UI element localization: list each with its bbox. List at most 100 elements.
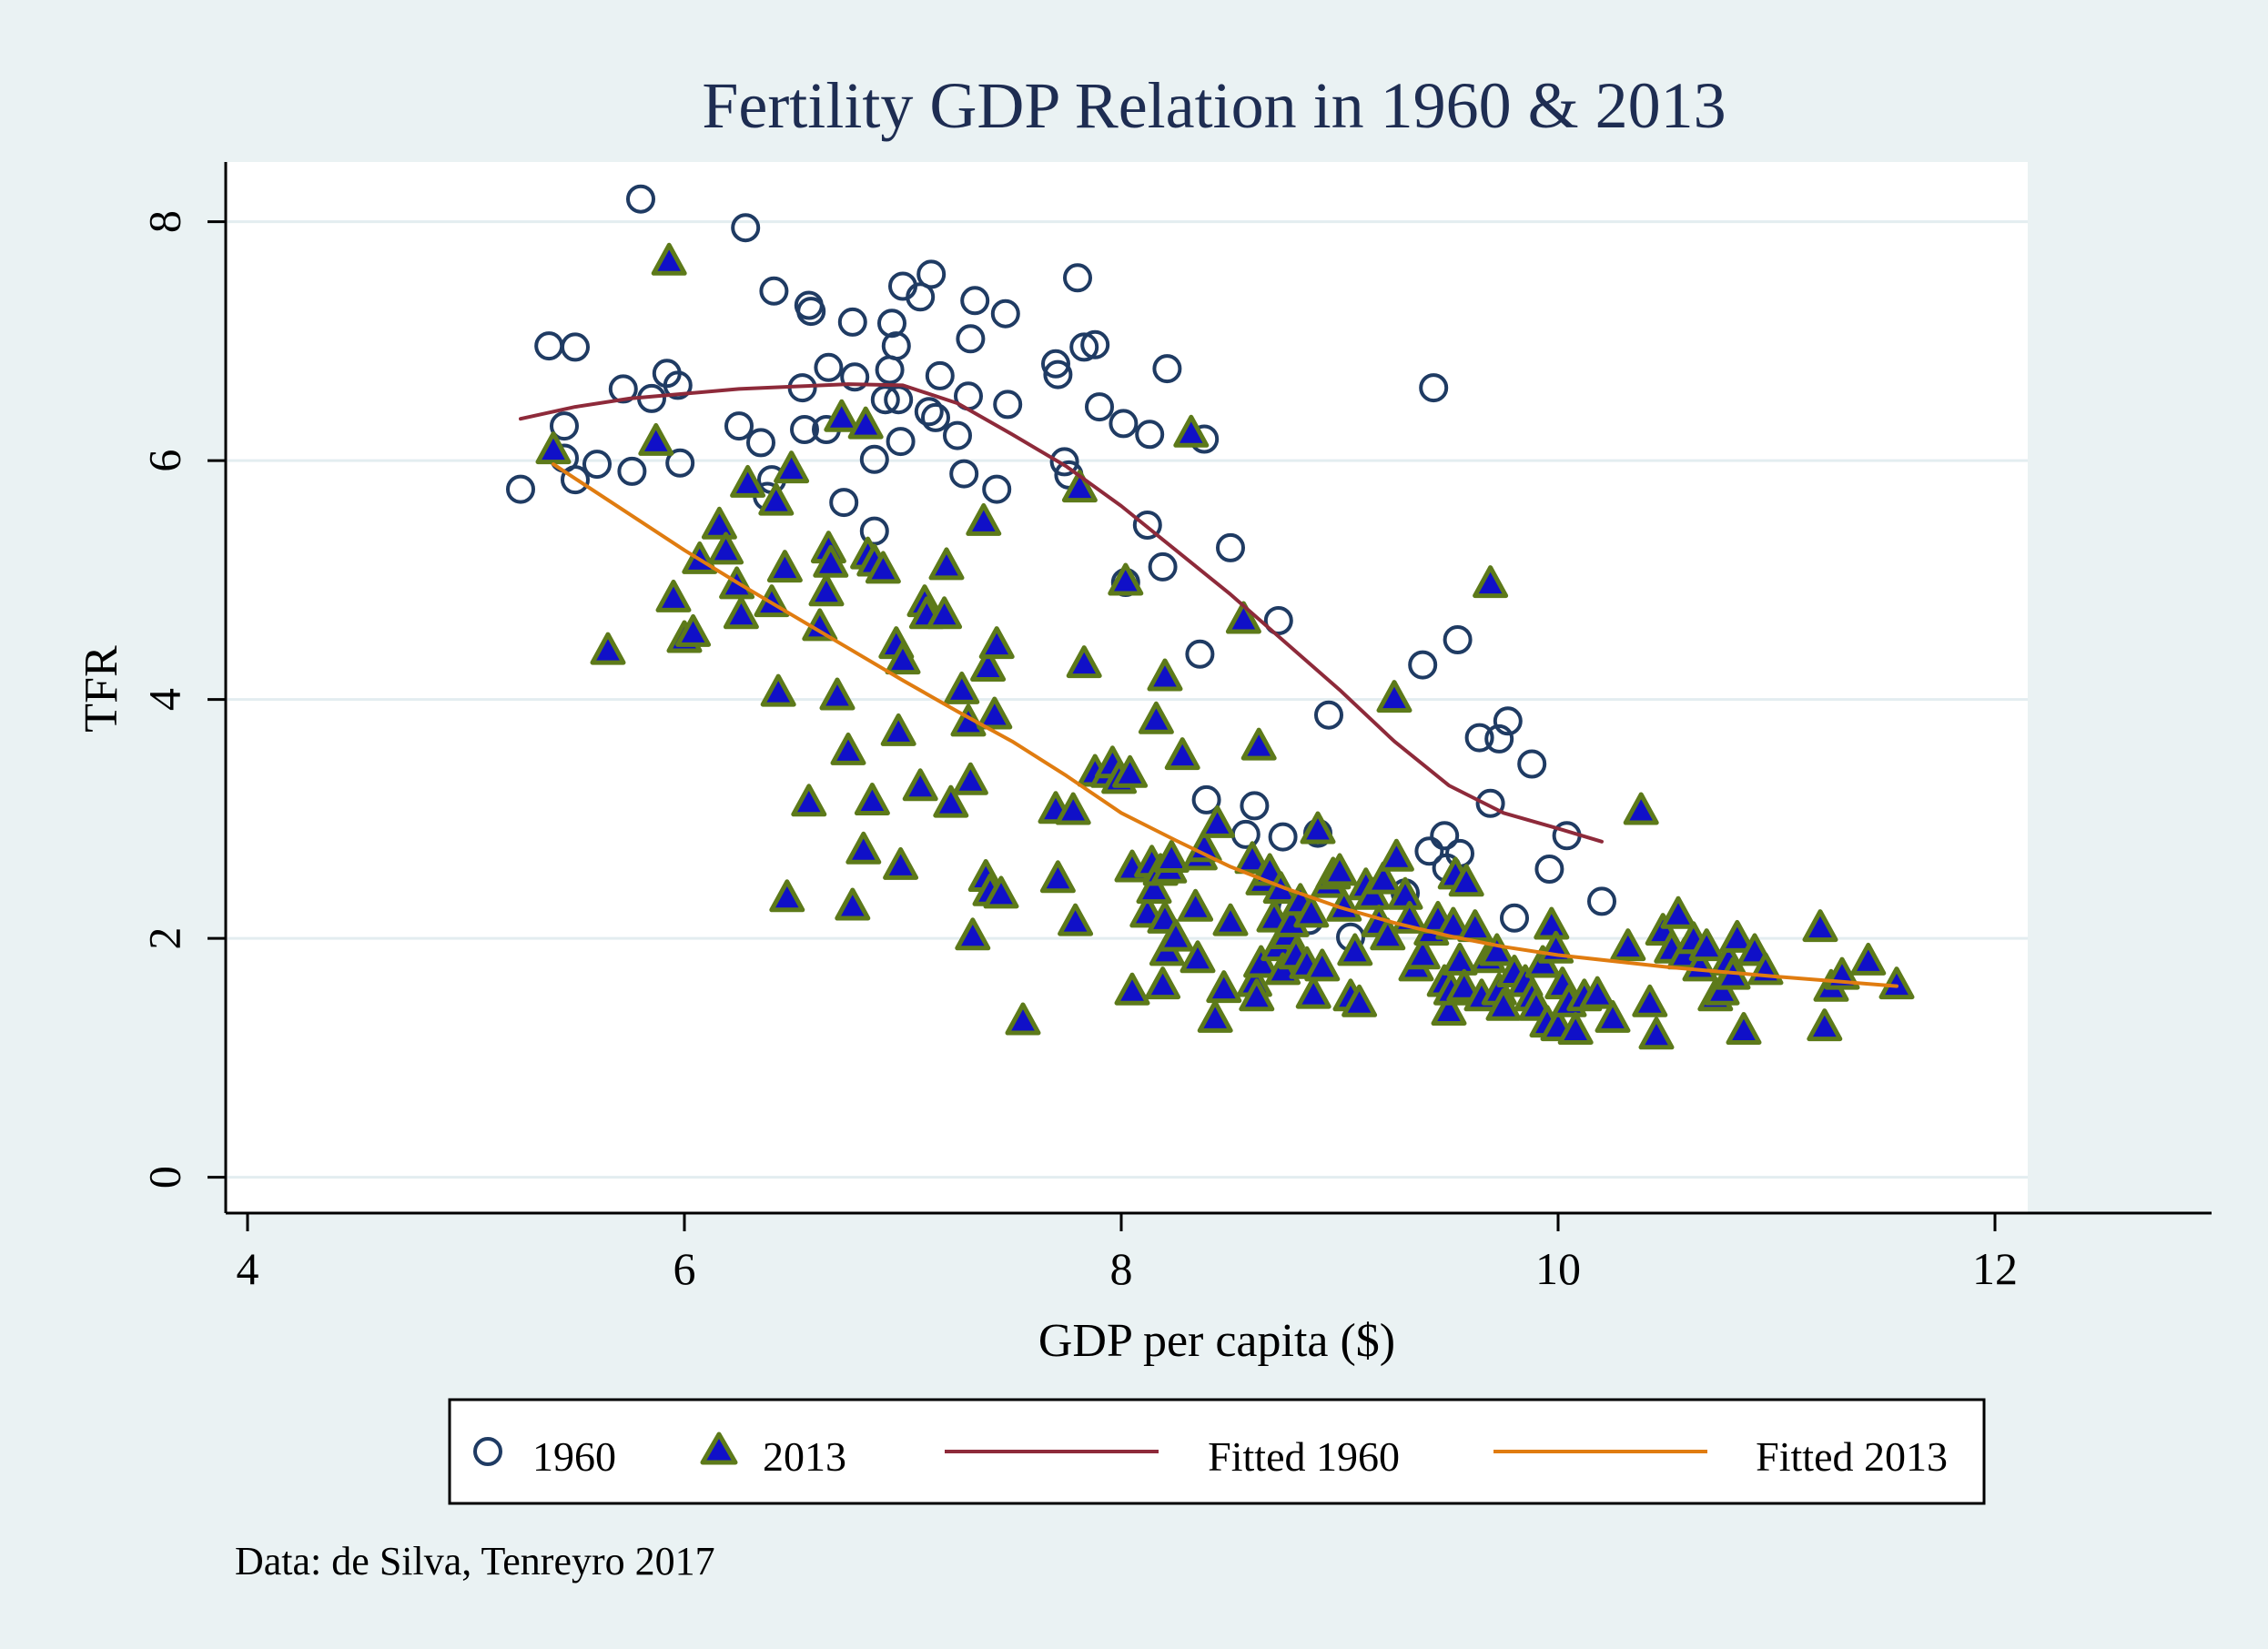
point-2013-178	[1719, 919, 1756, 953]
point-1960-90	[1500, 903, 1529, 933]
point-1960-61	[1132, 511, 1162, 540]
point-1960-57	[1080, 329, 1110, 359]
point-2013-95	[1239, 978, 1275, 1012]
point-2013-46	[952, 762, 988, 795]
point-1960-47	[960, 286, 990, 316]
point-2013-80	[1153, 840, 1190, 873]
point-2013-111	[1300, 811, 1336, 845]
point-1960-46	[956, 324, 986, 354]
point-2013-24	[819, 677, 856, 711]
point-2013-97	[1243, 945, 1280, 978]
point-2013-16	[766, 550, 803, 583]
x-axis-label: GDP per capita ($)	[1038, 1315, 1395, 1367]
legend-marker-2013	[700, 1431, 738, 1465]
point-2013-42	[928, 547, 965, 581]
point-1960-2	[550, 411, 579, 441]
point-1960-71	[1263, 606, 1293, 635]
x-tick-label-8: 8	[1110, 1243, 1133, 1294]
x-tick-label-6: 6	[673, 1243, 696, 1294]
point-1960-48	[982, 474, 1012, 504]
point-2013-96	[1240, 727, 1277, 761]
point-1960-7	[608, 374, 638, 404]
y-tick-label-2: 2	[138, 927, 189, 950]
point-1960-8	[617, 456, 647, 486]
point-2013-17	[769, 879, 805, 913]
point-1960-44	[949, 459, 979, 489]
point-2013-83	[1173, 414, 1210, 448]
point-1960-42	[925, 360, 955, 390]
point-2013-90	[1206, 970, 1242, 1004]
point-2013-118	[1337, 933, 1373, 966]
point-1960-68	[1216, 532, 1245, 562]
point-1960-80	[1414, 836, 1444, 866]
point-1960-59	[1109, 409, 1139, 439]
point-2013-53	[978, 626, 1015, 660]
point-2013-2	[638, 422, 674, 456]
point-2013-9	[708, 531, 744, 565]
fitted-line-1960	[519, 382, 1604, 844]
point-1960-34	[881, 331, 911, 361]
point-2013-73	[1138, 701, 1174, 734]
point-2013-126	[1378, 838, 1414, 872]
point-2013-138	[1442, 942, 1478, 976]
point-2013-162	[1595, 999, 1631, 1033]
point-2013-21	[808, 573, 845, 607]
point-2013-134	[1431, 993, 1467, 1026]
point-1960-64	[1152, 354, 1182, 384]
point-1960-89	[1493, 706, 1523, 736]
point-2013-41	[926, 596, 963, 630]
point-1960-43	[943, 420, 972, 450]
point-2013-58	[1055, 792, 1091, 825]
point-1960-88	[1484, 723, 1514, 754]
legend-marker-1960	[473, 1437, 502, 1466]
point-2013-109	[1293, 895, 1330, 928]
point-1960-29	[859, 444, 889, 474]
x-tick-label-10: 10	[1535, 1243, 1581, 1294]
point-2013-12	[730, 464, 766, 498]
point-2013-1	[590, 632, 626, 665]
point-2013-85	[1180, 940, 1216, 974]
chart-title: Fertility GDP Relation in 1960 & 2013	[702, 69, 1726, 142]
point-1960-62	[1135, 420, 1165, 450]
point-2013-50	[970, 649, 1007, 682]
point-1960-81	[1419, 373, 1449, 403]
point-2013-147	[1485, 987, 1522, 1021]
point-1960-23	[796, 297, 826, 327]
x-tick-label-12: 12	[1972, 1243, 2018, 1294]
y-tick-label-4: 4	[138, 688, 189, 711]
point-1960-52	[1043, 359, 1073, 389]
point-2013-60	[1061, 470, 1098, 503]
point-2013-81	[1158, 918, 1194, 952]
point-1960-31	[870, 385, 900, 415]
point-1960-94	[1587, 886, 1616, 916]
point-2013-89	[1200, 804, 1236, 838]
point-1960-15	[731, 213, 761, 243]
point-2013-28	[845, 831, 882, 865]
point-1960-41	[921, 402, 950, 432]
point-2013-15	[760, 673, 796, 707]
point-1960-38	[906, 282, 936, 312]
point-1960-21	[790, 415, 819, 444]
point-2013-91	[1212, 903, 1249, 936]
series-2013	[535, 242, 1915, 1050]
point-2013-169	[1660, 895, 1696, 929]
legend-label-1960: 1960	[532, 1433, 616, 1480]
legend-box	[448, 1398, 1986, 1505]
point-1960-87	[1475, 788, 1505, 818]
point-2013-33	[865, 551, 901, 584]
point-1960-53	[1049, 447, 1079, 477]
point-1960-92	[1534, 855, 1564, 884]
point-1960-0	[506, 474, 535, 504]
point-2013-124	[1370, 917, 1406, 951]
point-1960-50	[993, 389, 1023, 420]
point-2013-75	[1145, 966, 1181, 1000]
legend-label-fitted-1960: Fitted 1960	[1208, 1433, 1400, 1480]
point-1960-67	[1191, 784, 1221, 814]
point-2013-67	[1112, 754, 1149, 788]
point-1960-19	[759, 276, 789, 306]
point-2013-164	[1623, 792, 1659, 825]
point-2013-130	[1404, 936, 1441, 970]
y-ticks: 0 2 4 6 8	[138, 210, 226, 1189]
point-1960-25	[814, 352, 844, 382]
